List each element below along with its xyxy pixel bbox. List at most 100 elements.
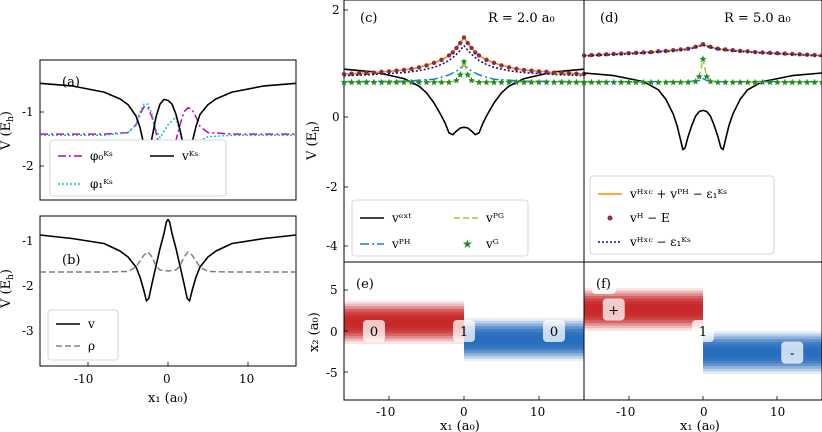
panel-b-label: (b) (62, 253, 80, 268)
c-series-3-star-29 (543, 78, 550, 86)
b-ylabel: V (Eh) (0, 269, 16, 309)
d-series-6-star-11 (662, 78, 670, 86)
d-series-6-star-21 (721, 78, 729, 86)
d-series-6-star-2 (595, 78, 603, 86)
c-ytick-1: 2 (332, 3, 340, 17)
c-series-5-dot-21 (473, 50, 478, 55)
b-xlabel: x₁ (a₀) (148, 391, 188, 406)
c-series-3-star-18 (464, 71, 472, 78)
c-series-3-star-19 (468, 76, 475, 84)
e-ytick-1: 5 (330, 283, 338, 297)
d-series-6-star-19 (707, 78, 714, 85)
panel-e-label: (e) (356, 277, 374, 292)
c-series-5-dot-14 (446, 53, 452, 58)
c-series-3-star-24 (505, 78, 513, 86)
c-series-5-dot-17 (458, 40, 463, 46)
c-series-3-star-23 (498, 78, 505, 86)
c-series-5-dot-23 (484, 57, 489, 63)
d-series-6-star-20 (714, 78, 722, 86)
d-series-6-star-17 (699, 55, 707, 62)
f-box-label-1: 1 (699, 325, 707, 340)
c-legend (351, 199, 529, 257)
panel-f: +1 - (f) -10 0 10 x₁ (a₀) (583, 261, 822, 432)
e-box-label-2: 0 (550, 325, 558, 340)
c-legend-star-icon: ★ (462, 237, 473, 251)
a-legend (49, 139, 227, 197)
f-box-0 (602, 298, 625, 321)
f-box-label-2: - (790, 347, 794, 362)
c-series-5-dot-26 (506, 65, 512, 70)
c-series-3-star-22 (490, 78, 498, 86)
c-series-3-star-27 (528, 78, 535, 86)
c-series-3-star-28 (535, 78, 543, 86)
c-series-3-star-8 (400, 78, 408, 86)
e-box-0 (363, 320, 385, 342)
c-series-5-dot-5 (379, 69, 384, 75)
c-series-5-dot-15 (450, 50, 455, 55)
c-series-3-star-0 (340, 78, 348, 86)
e-ytick-2: 0 (330, 325, 338, 339)
d-series-6-star-24 (744, 78, 751, 86)
c-series-0-line (343, 68, 585, 136)
b-xtick-2: 0 (163, 372, 171, 386)
panel-c-label: (c) (360, 11, 377, 26)
d-series-6-star-10 (655, 78, 662, 86)
c-ylabel: V (Eh) (305, 121, 322, 161)
panel-d-label: (d) (600, 11, 618, 26)
d-series-6-star-15 (692, 78, 699, 85)
e-box-2 (543, 320, 565, 342)
c-legend-vg: vᴳ (485, 237, 499, 251)
panel-c: (c) R = 2.0 a₀ 2 0 -2 -4 V (Eh) vᵉˣᵗ vᴾᴴ… (305, 0, 588, 263)
b-xtick-1: -10 (74, 372, 93, 386)
b-legend-v: v (87, 317, 95, 331)
c-series-3-star-20 (475, 78, 483, 86)
b-xtick-3: 10 (239, 372, 254, 386)
e-box-1 (453, 320, 475, 342)
c-series-3-star-25 (513, 78, 520, 86)
c-series-5-dot-4 (371, 70, 377, 75)
c-series-5-dot-20 (469, 45, 474, 51)
c-series-5-dot-11 (424, 63, 429, 68)
c-series-5-dot-28 (521, 67, 527, 73)
panel-d: (d) R = 5.0 a₀ vᴴˣᶜ + vᴾᴴ − ε₁ᴷˢ vᴴ − E … (580, 0, 822, 263)
e-box-label-0: 0 (370, 325, 378, 340)
e-xlabel: x₁ (a₀) (440, 419, 480, 432)
c-series-5-dot-12 (431, 60, 437, 66)
c-series-5-dot-10 (416, 65, 422, 70)
d-series-6-star-3 (602, 78, 610, 86)
c-series-5-dot-27 (514, 66, 519, 72)
c-series-5-dot-8 (401, 67, 407, 73)
d-series-6-star-23 (736, 78, 744, 86)
d-series-6-star-22 (729, 78, 737, 86)
e-xtick-1: -10 (376, 405, 395, 419)
c-series-3-star-5 (378, 78, 385, 86)
d-legend-navy: vᴴˣᶜ − ε₁ᴷˢ (629, 235, 691, 249)
c-series-5-dot-30 (536, 69, 542, 74)
d-series-6-star-0 (580, 78, 588, 86)
c-series-3-star-17 (460, 58, 468, 65)
d-series-6-star-7 (632, 78, 640, 86)
c-ytick-2: 0 (332, 110, 340, 124)
panel-f-label: (f) (596, 277, 611, 292)
f-box-1 (692, 320, 714, 342)
f-box-2 (781, 341, 804, 364)
c-series-5-dot-6 (386, 69, 392, 74)
d-series-6-star-13 (677, 78, 685, 86)
d-annotation: R = 5.0 a₀ (724, 11, 791, 26)
c-series-5-dot-13 (439, 57, 444, 63)
e-red-band-7 (344, 319, 464, 326)
d-series-6-star-33 (811, 78, 818, 86)
c-series-3-star-33 (573, 78, 580, 86)
c-series-5-dot-22 (476, 53, 482, 58)
c-series-4-line (343, 36, 585, 75)
c-series-3-star-6 (385, 78, 393, 86)
b-ytick-2: -2 (22, 279, 34, 293)
c-series-3-star-26 (520, 78, 528, 86)
d-series-6-star-29 (781, 78, 789, 86)
d-series-6-star-1 (588, 78, 595, 86)
a-series-2-line (39, 82, 297, 161)
a-legend-vks: vᴷˢ (181, 149, 198, 163)
f-red-band-7 (584, 306, 703, 313)
d-series-6-star-27 (766, 78, 774, 86)
d-series-6-star-34 (818, 78, 822, 86)
